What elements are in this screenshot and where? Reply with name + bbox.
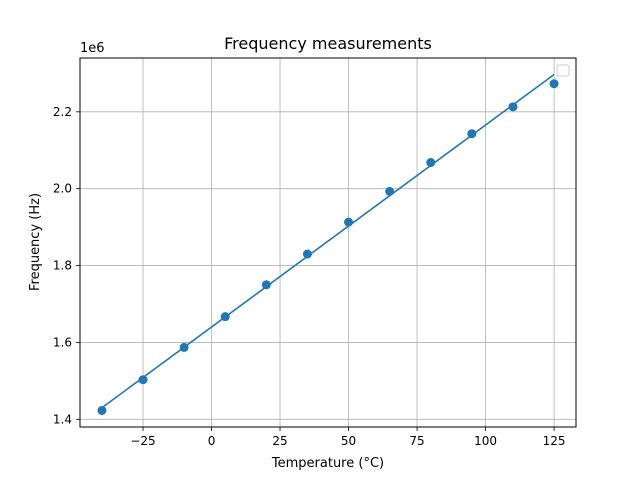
- fit-line: [101, 73, 555, 409]
- y-axis-ticks: 1.4 1.6 1.8 2.0 2.2: [53, 105, 80, 426]
- legend-box: [556, 64, 570, 77]
- x-tick-label-6: 125: [543, 434, 566, 448]
- data-point-2: [179, 342, 189, 352]
- x-tick-label-0: −25: [130, 434, 155, 448]
- data-point-4: [261, 280, 271, 290]
- plot-frame: [79, 57, 577, 428]
- data-point-6: [344, 217, 354, 227]
- x-tick-label-4: 75: [409, 434, 424, 448]
- data-point-3: [220, 312, 230, 322]
- y-tick-label-4: 2.2: [53, 105, 72, 119]
- x-tick-label-1: 0: [208, 434, 216, 448]
- scatter-points-layer: [97, 79, 559, 415]
- x-tick-label-2: 25: [272, 434, 287, 448]
- data-point-10: [508, 102, 518, 112]
- data-point-7: [385, 186, 395, 196]
- chart-title: Frequency measurements: [224, 34, 432, 53]
- y-tick-label-2: 1.8: [53, 259, 72, 273]
- x-tick-label-5: 100: [474, 434, 497, 448]
- y-axis-offset-label: 1e6: [80, 41, 105, 56]
- x-axis-label: Temperature (°C): [271, 456, 384, 471]
- data-point-9: [467, 129, 477, 139]
- fit-line-layer: [101, 73, 555, 409]
- data-point-1: [138, 375, 148, 385]
- data-point-11: [549, 79, 559, 89]
- x-axis-ticks: −25 0 25 50 75 100 125: [130, 427, 566, 448]
- y-tick-label-0: 1.4: [53, 412, 72, 426]
- y-axis-label: Frequency (Hz): [28, 193, 43, 291]
- data-point-5: [302, 249, 312, 259]
- grid: [80, 58, 576, 427]
- x-tick-label-3: 50: [341, 434, 356, 448]
- y-tick-label-1: 1.6: [53, 335, 72, 349]
- y-tick-label-3: 2.0: [53, 182, 72, 196]
- data-point-8: [426, 158, 436, 168]
- data-point-0: [97, 405, 107, 415]
